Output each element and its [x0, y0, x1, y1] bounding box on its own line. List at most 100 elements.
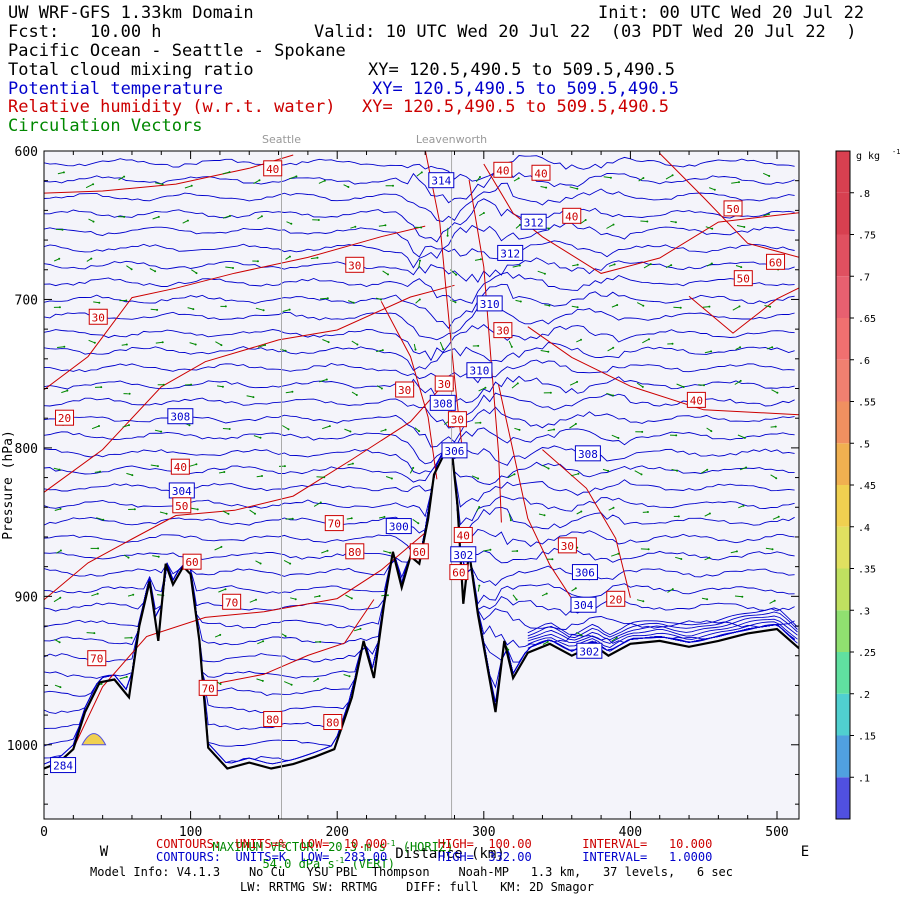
vector-head — [519, 300, 522, 303]
vector-head — [577, 472, 580, 475]
theta-label: 304 — [574, 599, 594, 612]
circulation-vector — [611, 637, 617, 642]
rh-label: 80 — [348, 546, 361, 559]
plot-frame — [43, 150, 800, 820]
circulation-vector — [378, 224, 386, 227]
theta-label-box — [450, 546, 477, 563]
vector-head — [130, 636, 133, 639]
vector-head — [743, 436, 746, 439]
circulation-vector — [214, 546, 222, 551]
vector-head — [477, 477, 480, 480]
vector-head — [612, 346, 615, 349]
theta-label: 310 — [469, 365, 489, 378]
circulation-vector — [737, 434, 746, 439]
vector-head — [545, 186, 548, 189]
rh-label: 50 — [726, 203, 739, 216]
rh-label-box — [449, 564, 469, 581]
theta-contour — [527, 621, 798, 648]
vector-head — [478, 584, 481, 587]
vector-head — [548, 304, 551, 307]
circulation-vector — [611, 553, 619, 557]
vector-head — [386, 594, 389, 597]
vector-head — [742, 504, 745, 507]
theta-label-box — [385, 518, 412, 535]
rh-label: 40 — [565, 210, 578, 223]
vector-head — [128, 392, 131, 395]
theta-label: 304 — [172, 485, 192, 498]
circulation-vector — [249, 599, 257, 603]
circulation-vector — [547, 429, 555, 432]
circulation-vector — [255, 307, 264, 311]
colorbar-tick-label: .5 — [858, 439, 870, 450]
y-axis-label: Pressure (hPa) — [1, 430, 16, 540]
vector-head — [380, 298, 382, 301]
vector-head — [517, 177, 520, 180]
rh-label-box — [766, 253, 786, 270]
rh-contour — [44, 225, 426, 391]
circulation-vector — [772, 516, 779, 520]
vector-head — [612, 394, 615, 397]
colorbar-tick-label: .35 — [858, 565, 876, 576]
colorbar-tick-label: .4 — [858, 523, 870, 534]
vector-head — [454, 301, 457, 304]
vector-head — [229, 214, 231, 217]
vector-head — [706, 468, 709, 471]
circulation-vector — [739, 467, 747, 471]
valid-time: Valid: 10 UTC Wed 20 Jul 22 (03 PDT Wed … — [314, 22, 857, 42]
vector-head — [703, 384, 705, 387]
vector-head — [100, 386, 103, 389]
rh-label: 70 — [90, 653, 103, 666]
vector-head — [186, 219, 189, 222]
model-info: Model Info: V4.1.3 No Cu YSU PBL Thompso… — [90, 865, 733, 879]
x-tick-label: 400 — [619, 825, 642, 840]
y-tick-label: 900 — [15, 590, 38, 605]
rh-label-box — [453, 526, 473, 543]
circulation-vector — [222, 215, 231, 219]
vector-head — [262, 640, 265, 643]
vector-head — [156, 308, 159, 311]
vector-head — [680, 558, 683, 560]
rh-label-box — [198, 679, 218, 696]
vector-head — [414, 348, 417, 351]
circulation-vector — [512, 265, 521, 268]
vector-head — [710, 262, 713, 265]
circulation-vector — [61, 390, 68, 394]
circulation-vector — [606, 392, 614, 396]
vector-head — [156, 465, 159, 468]
circulation-vector — [675, 556, 682, 560]
colorbar-tick-label: .7 — [858, 272, 870, 283]
vector-head — [190, 383, 193, 386]
forecast-hour: Fcst: 10.00 h — [8, 22, 162, 42]
rh-label-box — [733, 270, 753, 287]
theta-contour — [527, 607, 798, 636]
theta-label-box — [441, 442, 468, 459]
x-tick-label: 100 — [179, 825, 202, 840]
vector-head — [513, 473, 516, 476]
rh-contour — [424, 151, 463, 446]
circulation-vector — [322, 425, 330, 430]
vector-head — [642, 304, 645, 307]
colorbar-segment — [836, 735, 850, 778]
rh-label-box — [263, 160, 283, 177]
circulation-vector — [412, 518, 419, 524]
vector-head — [162, 383, 165, 386]
max-vector-horiz: 20.3 m s — [328, 840, 386, 854]
vector-head — [125, 675, 128, 678]
vector-head — [417, 522, 420, 525]
west-label: W — [100, 844, 109, 860]
vector-head — [99, 470, 102, 473]
rh-label-box — [562, 207, 582, 224]
vector-head — [543, 514, 546, 517]
vector-head — [381, 349, 384, 352]
colorbar-segment — [836, 610, 850, 652]
vector-head — [359, 627, 362, 630]
vector-head — [455, 273, 458, 276]
vector-head — [682, 386, 685, 388]
circulation-vector — [569, 186, 578, 190]
circulation-vector — [150, 464, 158, 467]
theta-label: 308 — [433, 397, 453, 410]
circulation-vector — [376, 349, 383, 353]
vector-head — [228, 428, 231, 430]
circulation-vector — [732, 305, 740, 311]
